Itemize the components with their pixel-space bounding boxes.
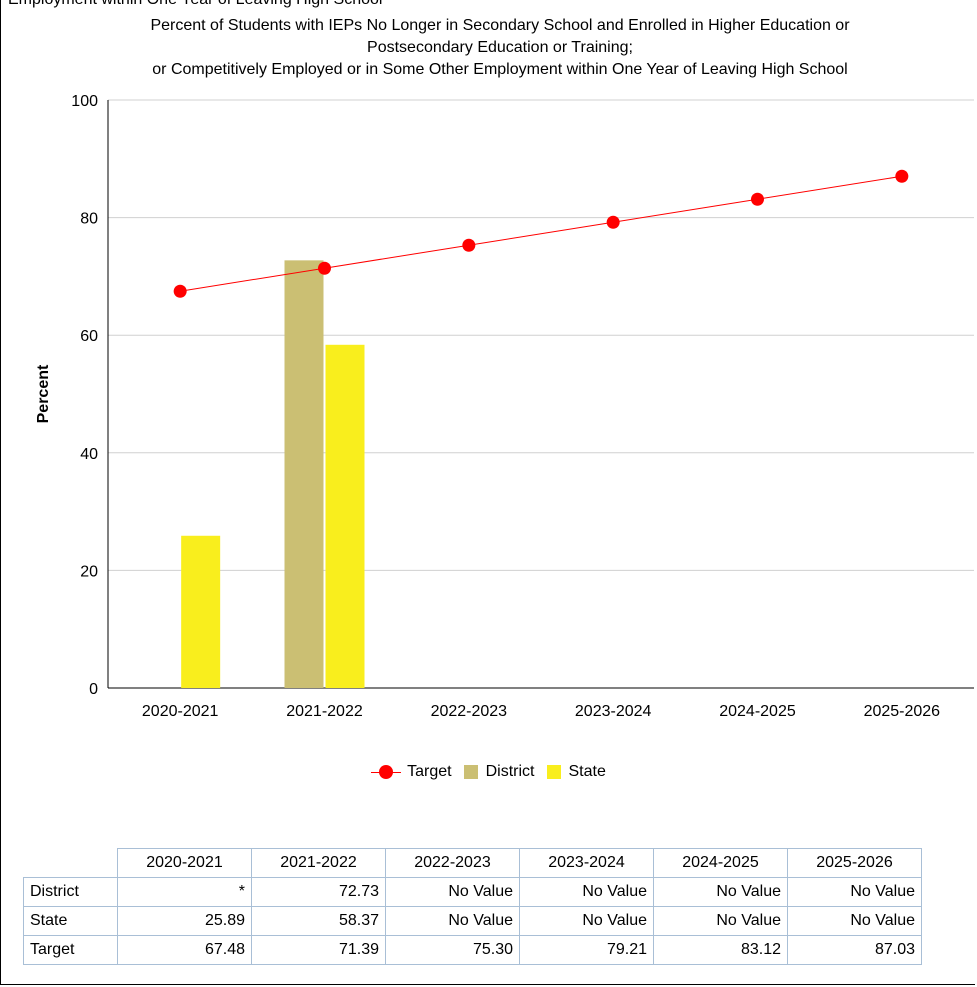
- title-line-3: or Competitively Employed or in Some Oth…: [152, 61, 848, 78]
- line-target: [180, 175, 902, 292]
- table-row-state: State 25.89 58.37 No Value No Value No V…: [23, 906, 922, 936]
- y-tick-label: 100: [71, 93, 98, 110]
- table-cell: 79.21: [519, 935, 654, 965]
- x-tick-label: 2021-2022: [286, 703, 363, 720]
- legend-item-state: State: [546, 763, 606, 781]
- point-target: [462, 238, 476, 252]
- chart-title: Percent of Students with IEPs No Longer …: [0, 15, 977, 81]
- table-cell: 75.30: [385, 935, 520, 965]
- table-cell: 72.73: [251, 877, 386, 907]
- title-line-1: Percent of Students with IEPs No Longer …: [150, 17, 850, 34]
- clipped-header-text: Employment within One Year of Leaving Hi…: [8, 0, 382, 9]
- x-tick-label: 2022-2023: [431, 703, 508, 720]
- y-axis-title: Percent: [35, 364, 52, 423]
- table-cell: No Value: [519, 877, 654, 907]
- y-tick-label: 80: [80, 211, 98, 228]
- point-target: [751, 192, 764, 206]
- bar-state: [325, 344, 365, 688]
- point-target: [606, 215, 620, 229]
- table-cell: 58.37: [251, 906, 386, 936]
- y-tick-label: 60: [80, 328, 98, 345]
- table-header-cell: 2025-2026: [787, 848, 922, 878]
- table-cell: No Value: [653, 877, 788, 907]
- bar-state: [181, 535, 221, 688]
- point-target: [895, 169, 909, 183]
- bar-district: [284, 260, 324, 688]
- table-header-row: 2020-2021 2021-2022 2022-2023 2023-2024 …: [23, 848, 922, 878]
- legend-label-target: Target: [407, 763, 452, 780]
- table-row-label: State: [23, 906, 118, 936]
- legend-label-district: District: [485, 763, 535, 780]
- legend-label-state: State: [568, 763, 606, 780]
- table-cell: 87.03: [787, 935, 922, 965]
- table-row-label: District: [23, 877, 118, 907]
- legend-item-district: District: [463, 763, 535, 781]
- table-cell: No Value: [385, 877, 520, 907]
- table-row-district: District * 72.73 No Value No Value No Va…: [23, 877, 922, 907]
- table-cell: No Value: [787, 906, 922, 936]
- table-cell: 71.39: [251, 935, 386, 965]
- chart-legend: Target District State: [0, 763, 977, 781]
- table-cell: No Value: [787, 877, 922, 907]
- table-row-label: Target: [23, 935, 118, 965]
- title-line-2: Postsecondary Education or Training;: [367, 39, 633, 56]
- chart-plot: 0 20 40 60 80 100 Percent 2020-2021 2021-2022 202…: [35, 93, 974, 720]
- state-swatch-icon: [546, 765, 561, 779]
- legend-item-target: Target: [371, 763, 452, 781]
- table-cell: No Value: [519, 906, 654, 936]
- table-header-cell: 2022-2023: [385, 848, 520, 878]
- point-target: [173, 284, 187, 298]
- target-line-marker-icon: [371, 765, 402, 779]
- table-cell: 67.48: [117, 935, 252, 965]
- x-tick-label: 2023-2024: [575, 703, 652, 720]
- x-tick-label: 2024-2025: [719, 703, 796, 720]
- district-swatch-icon: [463, 765, 478, 779]
- table-header-cell: 2023-2024: [519, 848, 654, 878]
- table-header-cell: 2021-2022: [251, 848, 386, 878]
- table-cell: No Value: [385, 906, 520, 936]
- table-cell: 83.12: [653, 935, 788, 965]
- table-cell: 25.89: [117, 906, 252, 936]
- table-header-cell: 2020-2021: [117, 848, 252, 878]
- x-tick-label: 2020-2021: [142, 703, 219, 720]
- table-row-target: Target 67.48 71.39 75.30 79.21 83.12 87.…: [23, 935, 922, 965]
- point-target: [318, 261, 331, 275]
- y-tick-label: 20: [80, 563, 98, 580]
- table-header-cell: 2024-2025: [653, 848, 788, 878]
- data-table: 2020-2021 2021-2022 2022-2023 2023-2024 …: [23, 848, 922, 965]
- table-cell: No Value: [653, 906, 788, 936]
- table-corner-cell: [23, 848, 118, 878]
- y-tick-label: 40: [80, 446, 98, 463]
- x-tick-label: 2025-2026: [864, 703, 941, 720]
- y-tick-label: 0: [89, 681, 98, 698]
- table-cell: *: [117, 877, 252, 907]
